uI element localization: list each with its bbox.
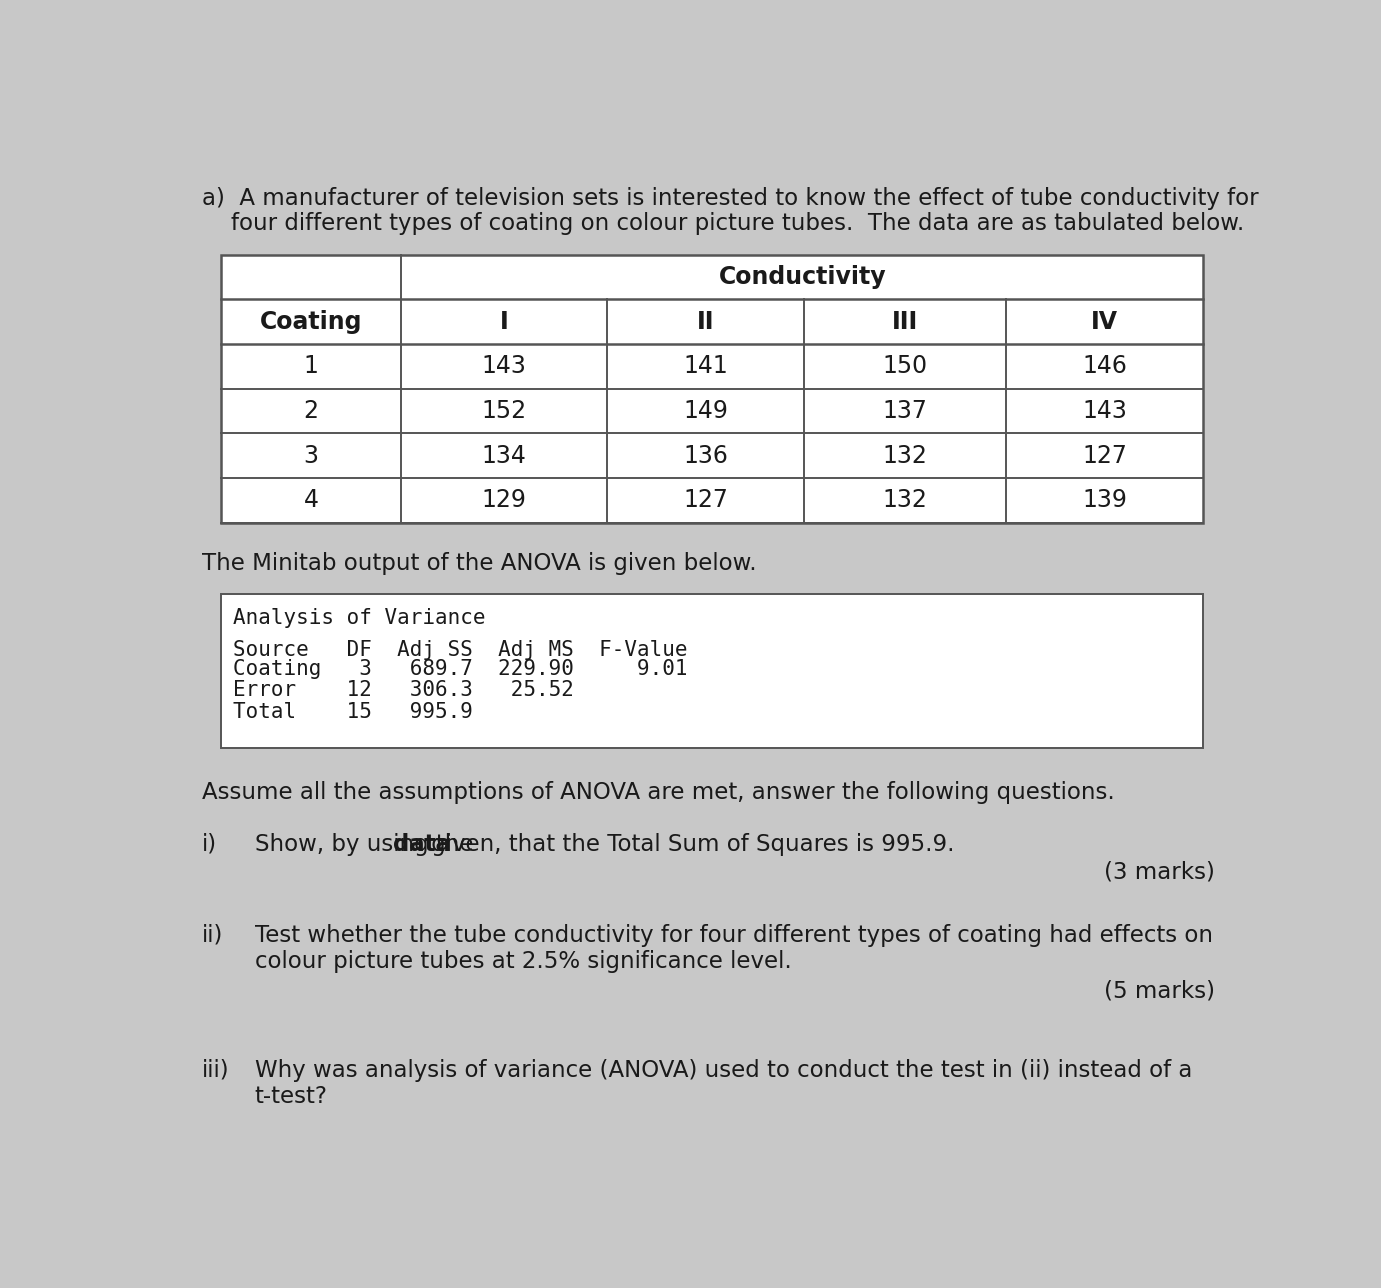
Text: 150: 150 bbox=[882, 354, 928, 379]
Text: 146: 146 bbox=[1083, 354, 1127, 379]
Text: 1: 1 bbox=[304, 354, 319, 379]
Text: four different types of coating on colour picture tubes.  The data are as tabula: four different types of coating on colou… bbox=[202, 211, 1244, 234]
Text: iii): iii) bbox=[202, 1059, 229, 1082]
Text: Why was analysis of variance (ANOVA) used to conduct the test in (ii) instead of: Why was analysis of variance (ANOVA) use… bbox=[254, 1059, 1192, 1082]
Text: Coating: Coating bbox=[260, 309, 362, 334]
Text: 3: 3 bbox=[304, 443, 319, 468]
Text: IV: IV bbox=[1091, 309, 1119, 334]
Text: Test whether the tube conductivity for four different types of coating had effec: Test whether the tube conductivity for f… bbox=[254, 923, 1213, 947]
Bar bbox=[221, 255, 1203, 523]
Text: 127: 127 bbox=[684, 488, 728, 513]
Text: (5 marks): (5 marks) bbox=[1103, 979, 1215, 1002]
Text: 134: 134 bbox=[482, 443, 526, 468]
Text: 2: 2 bbox=[304, 399, 319, 422]
Text: Show, by using the: Show, by using the bbox=[254, 833, 481, 857]
Text: colour picture tubes at 2.5% significance level.: colour picture tubes at 2.5% significanc… bbox=[254, 951, 791, 972]
Text: 143: 143 bbox=[1083, 399, 1127, 422]
Text: a)  A manufacturer of television sets is interested to know the effect of tube c: a) A manufacturer of television sets is … bbox=[202, 187, 1258, 210]
Text: 127: 127 bbox=[1083, 443, 1127, 468]
Text: 152: 152 bbox=[482, 399, 526, 422]
Text: given, that the Total Sum of Squares is 995.9.: given, that the Total Sum of Squares is … bbox=[424, 833, 954, 857]
Text: Source   DF  Adj SS  Adj MS  F-Value: Source DF Adj SS Adj MS F-Value bbox=[233, 640, 688, 661]
Text: 129: 129 bbox=[482, 488, 526, 513]
Text: (3 marks): (3 marks) bbox=[1105, 860, 1215, 884]
Text: 4: 4 bbox=[304, 488, 319, 513]
Text: 139: 139 bbox=[1083, 488, 1127, 513]
Text: 141: 141 bbox=[684, 354, 728, 379]
Text: Total    15   995.9: Total 15 995.9 bbox=[233, 702, 472, 723]
Text: data: data bbox=[394, 833, 452, 857]
Text: Coating   3   689.7  229.90     9.01: Coating 3 689.7 229.90 9.01 bbox=[233, 659, 688, 679]
Text: 132: 132 bbox=[882, 443, 928, 468]
Text: Assume all the assumptions of ANOVA are met, answer the following questions.: Assume all the assumptions of ANOVA are … bbox=[202, 781, 1114, 804]
Text: 143: 143 bbox=[482, 354, 526, 379]
Text: Error    12   306.3   25.52: Error 12 306.3 25.52 bbox=[233, 680, 574, 701]
Text: 132: 132 bbox=[882, 488, 928, 513]
Text: i): i) bbox=[202, 833, 217, 857]
Text: III: III bbox=[892, 309, 918, 334]
Text: t-test?: t-test? bbox=[254, 1084, 327, 1108]
Bar bbox=[221, 594, 1203, 748]
Text: I: I bbox=[500, 309, 508, 334]
Text: The Minitab output of the ANOVA is given below.: The Minitab output of the ANOVA is given… bbox=[202, 551, 757, 574]
Text: II: II bbox=[696, 309, 714, 334]
Text: 149: 149 bbox=[684, 399, 728, 422]
Text: ii): ii) bbox=[202, 923, 224, 947]
Text: Conductivity: Conductivity bbox=[718, 265, 887, 289]
Text: 137: 137 bbox=[882, 399, 928, 422]
Text: Analysis of Variance: Analysis of Variance bbox=[233, 608, 486, 629]
Text: 136: 136 bbox=[684, 443, 728, 468]
